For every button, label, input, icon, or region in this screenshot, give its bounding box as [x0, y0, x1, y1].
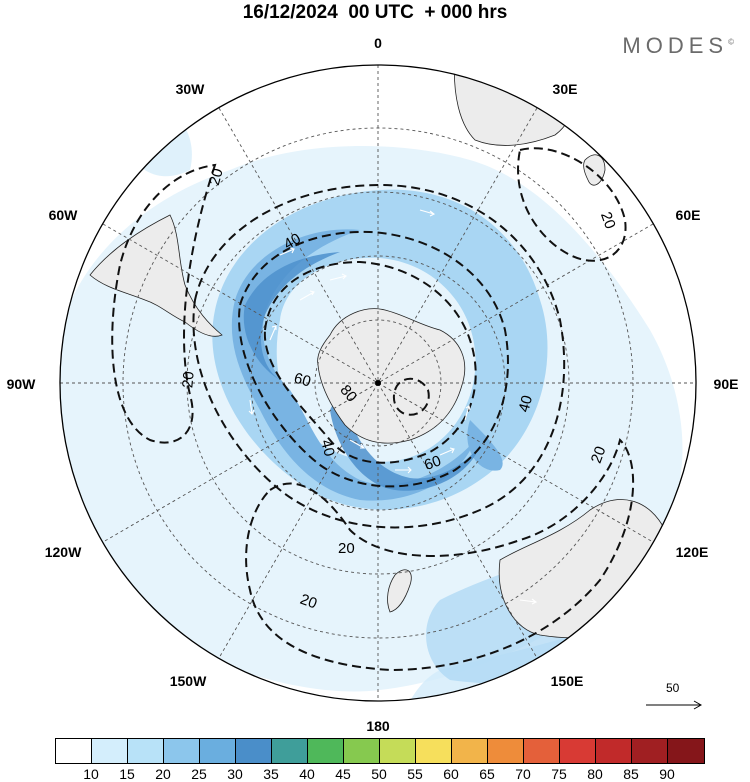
colorbar-tick-label: 90 — [659, 766, 675, 782]
south-america — [89, 214, 223, 337]
wind-vectors — [248, 209, 538, 605]
lon-label-90e: 90E — [713, 376, 739, 392]
lon-label-120e: 120E — [675, 544, 709, 560]
lon-label-90w: 90W — [6, 376, 36, 392]
contour-label: 20 — [597, 210, 619, 231]
colorbar-tick-label: 85 — [623, 766, 639, 782]
map-boundary — [59, 64, 697, 702]
colorbar-swatch — [596, 739, 632, 763]
pole-marker — [375, 380, 381, 386]
colorbar-swatch — [344, 739, 380, 763]
colorbar-swatch — [308, 739, 344, 763]
colorbar-swatch — [164, 739, 200, 763]
lon-label-180: 180 — [366, 718, 390, 734]
geopotential-contours — [111, 147, 635, 672]
polar-wind-map: 20 20 20 20 20 20 40 40 40 60 60 80 — [59, 64, 697, 702]
contour-label: 60 — [422, 452, 443, 474]
colorbar-tick-label: 60 — [443, 766, 459, 782]
colorbar-swatch — [56, 739, 92, 763]
lon-label-30e: 30E — [552, 81, 578, 97]
contour-label: 40 — [281, 230, 304, 253]
colorbar-tick-label: 25 — [191, 766, 207, 782]
colorbar-tick-label: 70 — [515, 766, 531, 782]
colorbar-tick-label: 15 — [119, 766, 135, 782]
colorbar-tick-label: 30 — [227, 766, 243, 782]
wind-speed-colorbar — [55, 738, 705, 764]
brand-logo: MODES© — [622, 33, 734, 59]
reference-vector-label: 50 — [666, 681, 680, 695]
reference-vector-arrow — [646, 700, 703, 710]
contour-labels: 20 20 20 20 20 20 40 40 40 60 60 80 — [179, 167, 618, 613]
colorbar-tick-label: 80 — [587, 766, 603, 782]
colorbar-tick-label: 50 — [371, 766, 387, 782]
colorbar-swatch — [524, 739, 560, 763]
colorbar-tick-label: 65 — [479, 766, 495, 782]
lon-label-0: 0 — [374, 35, 382, 51]
colorbar-tick-label: 55 — [407, 766, 423, 782]
contour-label: 40 — [317, 438, 338, 459]
colorbar-swatch — [452, 739, 488, 763]
contour-label: 20 — [338, 540, 355, 557]
colorbar-swatch — [668, 739, 704, 763]
wind-speed-shading-core — [243, 252, 480, 491]
colorbar-swatch — [632, 739, 668, 763]
africa — [454, 65, 572, 146]
brand-name: MODES — [622, 33, 729, 58]
lon-label-60w: 60W — [48, 207, 78, 223]
madagascar — [583, 154, 606, 186]
contour-label: 20 — [206, 167, 227, 188]
new-zealand — [387, 569, 412, 613]
lon-label-150w: 150W — [169, 673, 207, 689]
colorbar-swatch — [416, 739, 452, 763]
colorbar-swatch — [200, 739, 236, 763]
colorbar-swatch — [92, 739, 128, 763]
colorbar-swatch — [488, 739, 524, 763]
colorbar-swatch — [128, 739, 164, 763]
contour-label: 40 — [515, 394, 536, 415]
colorbar-tick-label: 40 — [299, 766, 315, 782]
graticule — [60, 65, 696, 701]
copyright-mark: © — [728, 37, 734, 47]
contour-label: 20 — [298, 591, 319, 613]
colorbar-tick-label: 35 — [263, 766, 279, 782]
lon-label-60e: 60E — [675, 207, 701, 223]
colorbar-swatch — [380, 739, 416, 763]
lon-label-150e: 150E — [550, 673, 584, 689]
contour-label: 20 — [179, 371, 197, 389]
colorbar-tick-label: 75 — [551, 766, 567, 782]
colorbar-swatch — [236, 739, 272, 763]
colorbar-tick-label: 20 — [155, 766, 171, 782]
colorbar-tick-label: 10 — [83, 766, 99, 782]
lon-label-30w: 30W — [175, 81, 205, 97]
colorbar-swatch — [560, 739, 596, 763]
contour-label: 60 — [292, 370, 313, 391]
contour-label: 20 — [588, 444, 610, 465]
colorbar-tick-label: 45 — [335, 766, 351, 782]
lon-label-120w: 120W — [44, 544, 82, 560]
colorbar-swatch — [272, 739, 308, 763]
map-title: 16/12/2024 00 UTC + 000 hrs — [242, 2, 508, 23]
